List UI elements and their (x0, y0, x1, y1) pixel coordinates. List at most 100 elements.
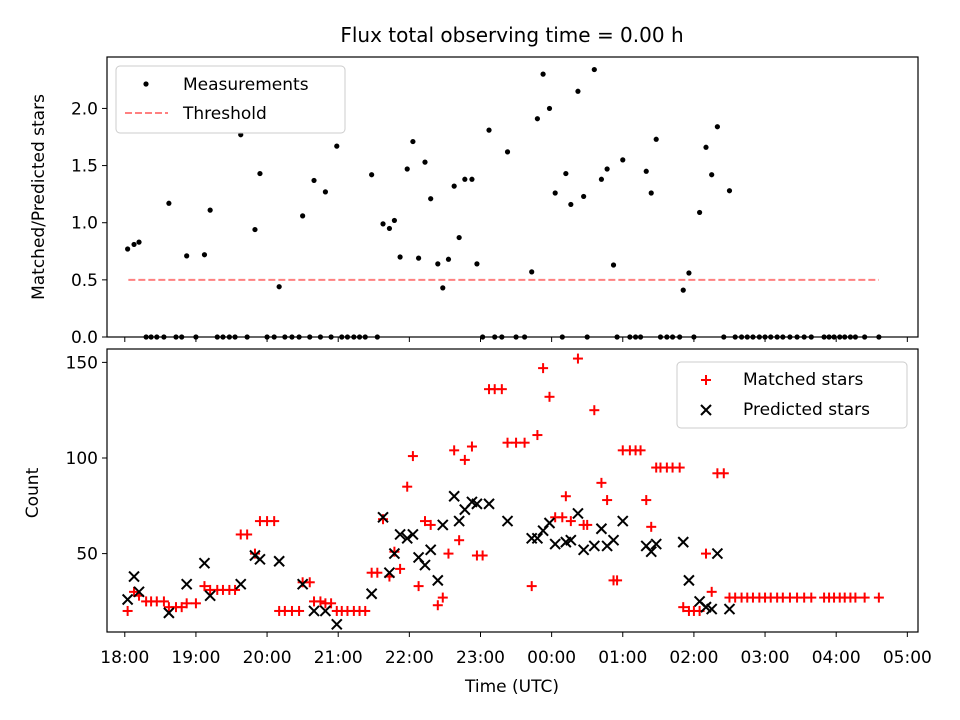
bottom-x-tick-label: 03:00 (741, 648, 790, 668)
predicted-star-point (198, 557, 211, 569)
matched-star-point (443, 548, 454, 559)
bottom-y-ticks: 50 100 150 (66, 353, 107, 565)
matched-star-point (718, 468, 729, 479)
predicted-star-point (677, 536, 689, 548)
matched-star-point (565, 516, 576, 527)
predicted-star-point-b (711, 547, 724, 560)
predicted-star-point (572, 507, 584, 520)
predicted-star-point (705, 603, 718, 615)
measurement-point (540, 71, 546, 77)
matched-star-point (532, 430, 543, 441)
bottom-x-tick-label: 05:00 (883, 648, 932, 668)
measurement-point (680, 287, 686, 293)
matched-star-point (181, 598, 192, 609)
matched-star-point (437, 592, 448, 603)
predicted-star-point (448, 490, 460, 502)
predicted-star-point (128, 570, 140, 583)
matched-star-point (806, 592, 817, 603)
matched-star-point (538, 363, 549, 374)
bottom-x-tick-label: 23:00 (456, 648, 505, 668)
measurement-point (604, 166, 610, 172)
measurement-point (322, 189, 329, 195)
bottom-x-tick-label: 18:00 (100, 648, 149, 668)
predicted-star-point (133, 586, 145, 598)
predicted-star-point (401, 532, 413, 545)
top-y-tick-label: 1.0 (71, 214, 98, 234)
measurement-point (581, 193, 587, 200)
predicted-star-point (577, 544, 590, 556)
bottom-legend: Matched stars Predicted stars (676, 361, 908, 429)
matched-star-point (230, 584, 241, 595)
predicted-star-point (419, 559, 431, 571)
measurement-point (404, 166, 410, 172)
matched-star-point (511, 437, 522, 448)
predicted-star-point (163, 607, 175, 619)
bottom-y-tick-label: 100 (66, 449, 98, 469)
predicted-star-point (432, 574, 444, 587)
measurement-point (474, 261, 480, 267)
measurement-point (380, 221, 386, 227)
predicted-star-point-b (388, 547, 401, 560)
measurement-point (726, 188, 733, 194)
predicted-star-point (453, 515, 465, 527)
measurement-point (696, 209, 703, 216)
matched-star-point (557, 512, 568, 523)
measurement-point (445, 256, 452, 262)
measurement-point (462, 176, 468, 182)
bottom-x-tick-label: 00:00 (527, 648, 576, 668)
predicted-star-point (121, 593, 134, 606)
measurement-point (469, 176, 475, 182)
bottom-x-tick-label: 21:00 (314, 648, 363, 668)
measurement-point (653, 136, 659, 142)
bottom-y-tick-label: 50 (76, 545, 98, 565)
matched-star-point (432, 600, 443, 611)
matched-star-point (701, 548, 712, 559)
top-legend: Measurements Threshold (115, 65, 346, 134)
predicted-star-point-b (319, 605, 332, 617)
predicted-star-point-b (383, 567, 396, 579)
matched-star-point (122, 605, 133, 616)
predicted-star-point-b (705, 603, 718, 615)
matched-star-point (641, 495, 652, 506)
predicted-star-point-b (198, 557, 211, 569)
predicted-star-point-b (407, 528, 419, 541)
matched-star-point (199, 581, 210, 592)
predicted-star-point-b (471, 498, 483, 510)
bottom-y-axis-label: Count (23, 467, 43, 518)
predicted-star-point-b (501, 515, 514, 527)
top-legend-box (115, 65, 346, 134)
predicted-star-point (565, 534, 577, 546)
measurement-point (648, 190, 654, 196)
top-y-axis-label: Matched/Predicted stars (29, 94, 49, 300)
predicted-star-point (308, 605, 320, 617)
measurement-point (610, 262, 617, 268)
measurement-point (422, 159, 428, 165)
predicted-star-point-b (365, 588, 378, 600)
matched-star-point (496, 384, 507, 395)
predicted-star-point-b (308, 605, 320, 617)
predicted-star-point-b (121, 593, 134, 606)
matched-star-point (859, 592, 870, 603)
predicted-star-point (331, 618, 343, 631)
predicted-star-point (683, 574, 695, 587)
bottom-x-tick-label: 01:00 (598, 648, 647, 668)
predicted-star-point (424, 544, 437, 556)
predicted-star-point-b (180, 578, 193, 590)
bottom-x-tick-label: 20:00 (243, 648, 292, 668)
measurement-point (591, 66, 597, 73)
matched-star-point (560, 491, 571, 502)
matched-star-point (395, 563, 406, 574)
legend-predicted-x (700, 404, 712, 416)
matched-star-point (674, 462, 685, 473)
measurement-point (643, 168, 649, 174)
predicted-star-point (711, 547, 724, 560)
top-axes-frame (106, 56, 919, 338)
predicted-star-point (377, 511, 389, 523)
predicted-star-point-b (254, 553, 266, 566)
matched-star-point (269, 516, 280, 527)
matched-star-point (389, 546, 400, 557)
measurement-point (415, 255, 422, 261)
measurement-point (184, 253, 190, 259)
predicted-star-point-b (401, 532, 413, 545)
legend-predicted-label: Predicted stars (743, 400, 870, 420)
